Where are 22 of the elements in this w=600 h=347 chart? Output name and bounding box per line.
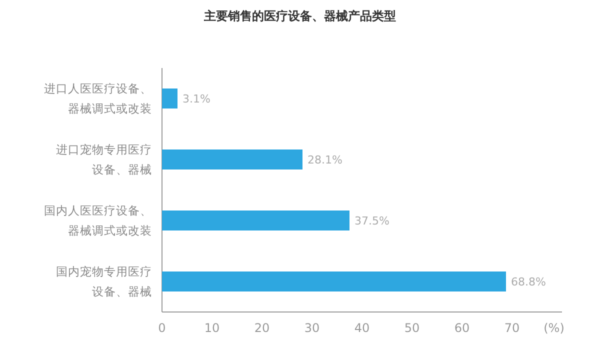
y-tick-label: 国内人医医疗设备、器械调式或改装 — [44, 204, 152, 238]
bar — [162, 210, 350, 230]
y-tick-label: 进口宠物专用医疗设备、器械 — [56, 142, 152, 176]
x-axis-title: (%) — [544, 321, 564, 335]
x-tick-label: 40 — [354, 321, 370, 335]
data-label: 3.1% — [182, 92, 210, 106]
chart-title: 主要销售的医疗设备、器械产品类型 — [203, 9, 396, 23]
x-tick-label: 0 — [158, 321, 166, 335]
data-label: 68.8% — [511, 276, 546, 288]
bar — [162, 150, 302, 170]
y-tick-label: 国内宠物专用医疗设备、器械 — [56, 264, 152, 298]
data-label: 37.5% — [354, 214, 390, 228]
bar — [162, 272, 506, 292]
bar — [162, 88, 178, 108]
x-tick-label: 60 — [454, 321, 470, 335]
y-tick-label: 进口人医医疗设备、器械调式或改装 — [44, 82, 152, 116]
x-tick-label: 30 — [304, 321, 320, 335]
x-tick-label: 20 — [254, 321, 270, 335]
data-label: 28.1% — [308, 154, 342, 166]
x-tick-label: 50 — [404, 321, 420, 335]
x-tick-label: 10 — [204, 321, 220, 335]
x-tick-label: 70 — [504, 321, 520, 335]
